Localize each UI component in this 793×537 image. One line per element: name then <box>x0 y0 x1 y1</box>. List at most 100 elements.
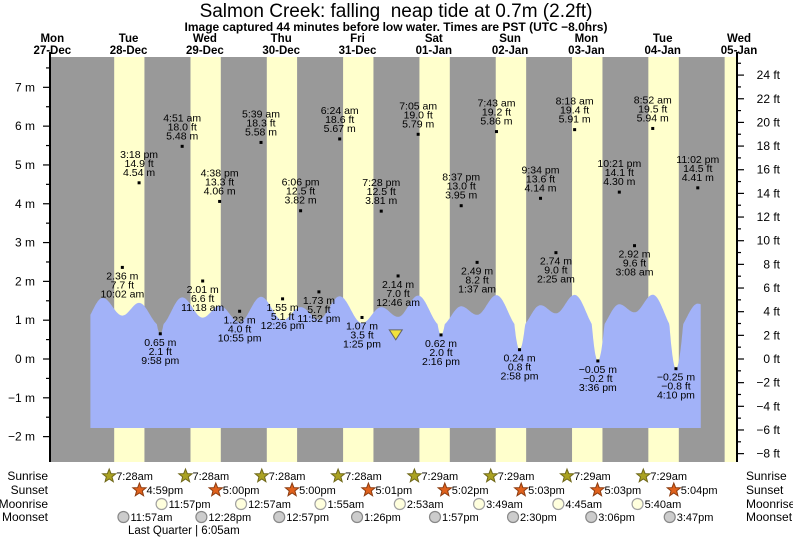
tide-extreme-label-line: 14.9 ft <box>124 158 153 170</box>
tide-extreme-label-line: 3:08 am <box>616 267 654 279</box>
tide-extreme-label-line: 3:36 pm <box>579 382 617 394</box>
tide-extreme-label-line: 2:25 am <box>537 274 575 286</box>
tide-extreme-label-line: 2.92 m <box>618 249 650 261</box>
tide-extreme-label-line: 5.67 m <box>324 123 356 135</box>
low-tide-label: 0.24 m0.8 ft2:58 pm <box>501 353 539 383</box>
sun-moon-time: 5:03pm <box>604 485 641 497</box>
sunset-star-icon <box>284 481 301 497</box>
tide-extreme-label-line: 9:34 pm <box>522 164 560 176</box>
tide-extreme-label-line: −0.2 ft <box>583 373 613 385</box>
moonrise-icon <box>472 497 486 511</box>
tide-extreme-label-line: 3.95 m <box>445 190 477 202</box>
tide-extreme-dot <box>554 251 558 255</box>
tide-extreme-dot <box>299 209 303 213</box>
day-name-label: Wed <box>193 33 217 45</box>
tide-extreme-dot <box>459 204 463 208</box>
sunset-star-icon <box>436 481 453 497</box>
tide-extreme-label-line: 5.1 ft <box>271 311 294 323</box>
tide-extreme-label-line: 2:58 pm <box>501 371 539 383</box>
sun-moon-time: 1:26pm <box>364 512 401 524</box>
tide-extreme-label-line: 6:24 am <box>321 105 359 117</box>
tide-extreme-dot <box>360 315 364 319</box>
axis-tick-label: −1 m <box>8 391 35 405</box>
tide-extreme-label-line: 5.48 m <box>166 130 198 142</box>
axis-tick-label: 20 ft <box>757 115 781 129</box>
axis-tick-label: −2 m <box>8 430 35 444</box>
tide-extreme-label-line: 19.2 ft <box>482 107 511 119</box>
sun-moon-time: 1:55am <box>327 499 364 511</box>
tide-extreme-dot <box>696 186 700 190</box>
tide-extreme-dot <box>617 190 621 194</box>
sunset-row-label-left: Sunset <box>11 483 49 497</box>
axis-tick-label: 16 ft <box>757 163 781 177</box>
sunrise-star-icon <box>482 467 499 483</box>
tide-extreme-dot <box>281 297 285 301</box>
tide-extreme-label-line: 6.6 ft <box>191 293 214 305</box>
sunset-row-label-right: Sunset <box>746 483 784 497</box>
day-name-label: Mon <box>575 33 599 45</box>
tide-extreme-label-line: 4.41 m <box>682 172 714 184</box>
axis-tick-label: 6 m <box>15 119 35 133</box>
axis-tick-label: 5 m <box>15 158 35 172</box>
tide-extreme-label-line: 2.0 ft <box>429 347 452 359</box>
moonset-icon <box>663 510 676 524</box>
moonrise-icon <box>631 497 644 511</box>
tide-extreme-dot <box>439 333 443 337</box>
tide-extreme-label-line: 8:52 am <box>634 94 672 106</box>
tide-extreme-label-line: 0.65 m <box>144 337 176 349</box>
tide-extreme-label-line: 2.49 m <box>461 265 493 277</box>
page-subtitle: Image captured 44 minutes before low wat… <box>185 20 608 34</box>
tide-extreme-label-line: 5.58 m <box>245 126 277 138</box>
tide-extreme-label-line: 7:28 pm <box>362 177 400 189</box>
tide-extreme-label-line: 1.07 m <box>346 320 378 332</box>
tide-extreme-label-line: 4.0 ft <box>228 323 251 335</box>
moonset-icon <box>585 510 598 524</box>
low-tide-label: −0.05 m−0.2 ft3:36 pm <box>579 364 617 394</box>
sunset-star-icon <box>665 481 682 497</box>
low-tide-label: −0.25 m−0.8 ft4:10 pm <box>657 372 695 402</box>
tide-extreme-label-line: 5.86 m <box>480 116 512 128</box>
tide-extreme-label-line: 18.0 ft <box>168 121 197 133</box>
tide-extreme-label-line: 12.5 ft <box>367 186 396 198</box>
tide-extreme-label-line: 2.01 m <box>187 284 219 296</box>
day-name-label: Wed <box>727 33 751 45</box>
tide-extreme-label-line: 5:39 am <box>242 108 280 120</box>
tide-extreme-label-line: 11:52 pm <box>297 313 340 325</box>
day-name-label: Sun <box>499 33 521 45</box>
moonrise-icon <box>155 497 168 511</box>
tide-extreme-label-line: 11:02 pm <box>676 154 719 166</box>
tide-extreme-label-line: 1:37 am <box>458 283 496 295</box>
sun-moon-time: 5:01pm <box>375 485 412 497</box>
tide-extreme-label-line: 7.7 ft <box>111 279 134 291</box>
low-tide-label: 2.74 m9.0 ft2:25 am <box>537 256 575 286</box>
tide-extreme-label-line: 13.3 ft <box>205 176 234 188</box>
sun-moon-time: 5:00pm <box>299 485 336 497</box>
sunrise-row-label-left: Sunrise <box>7 469 48 483</box>
day-name-label: Fri <box>350 33 365 45</box>
sun-moon-time: 3:06pm <box>598 512 635 524</box>
low-tide-label: 2.49 m8.2 ft1:37 am <box>458 265 496 295</box>
tide-extreme-label-line: 3.82 m <box>285 195 317 207</box>
current-time-marker-icon <box>388 329 404 341</box>
tide-extreme-label-line: 14.1 ft <box>605 167 634 179</box>
tide-extreme-label-line: 0.24 m <box>503 353 535 365</box>
axis-tick-label: 0 ft <box>763 352 780 366</box>
tide-extreme-dot <box>379 209 383 213</box>
sun-moon-time: 4:45am <box>565 499 602 511</box>
axis-tick-label: 1 m <box>15 313 35 327</box>
tide-extreme-label-line: 0.8 ft <box>508 362 531 374</box>
tide-extreme-label-line: 2.14 m <box>382 279 414 291</box>
current-time-marker <box>388 329 404 341</box>
moonset-icon <box>350 510 364 524</box>
moon-phase-label: Last Quarter | 6:05am <box>128 525 240 537</box>
axis-tick-label: 7 m <box>15 80 35 94</box>
axis-tick-label: 8 ft <box>763 257 780 271</box>
day-name-label: Tue <box>119 33 139 45</box>
